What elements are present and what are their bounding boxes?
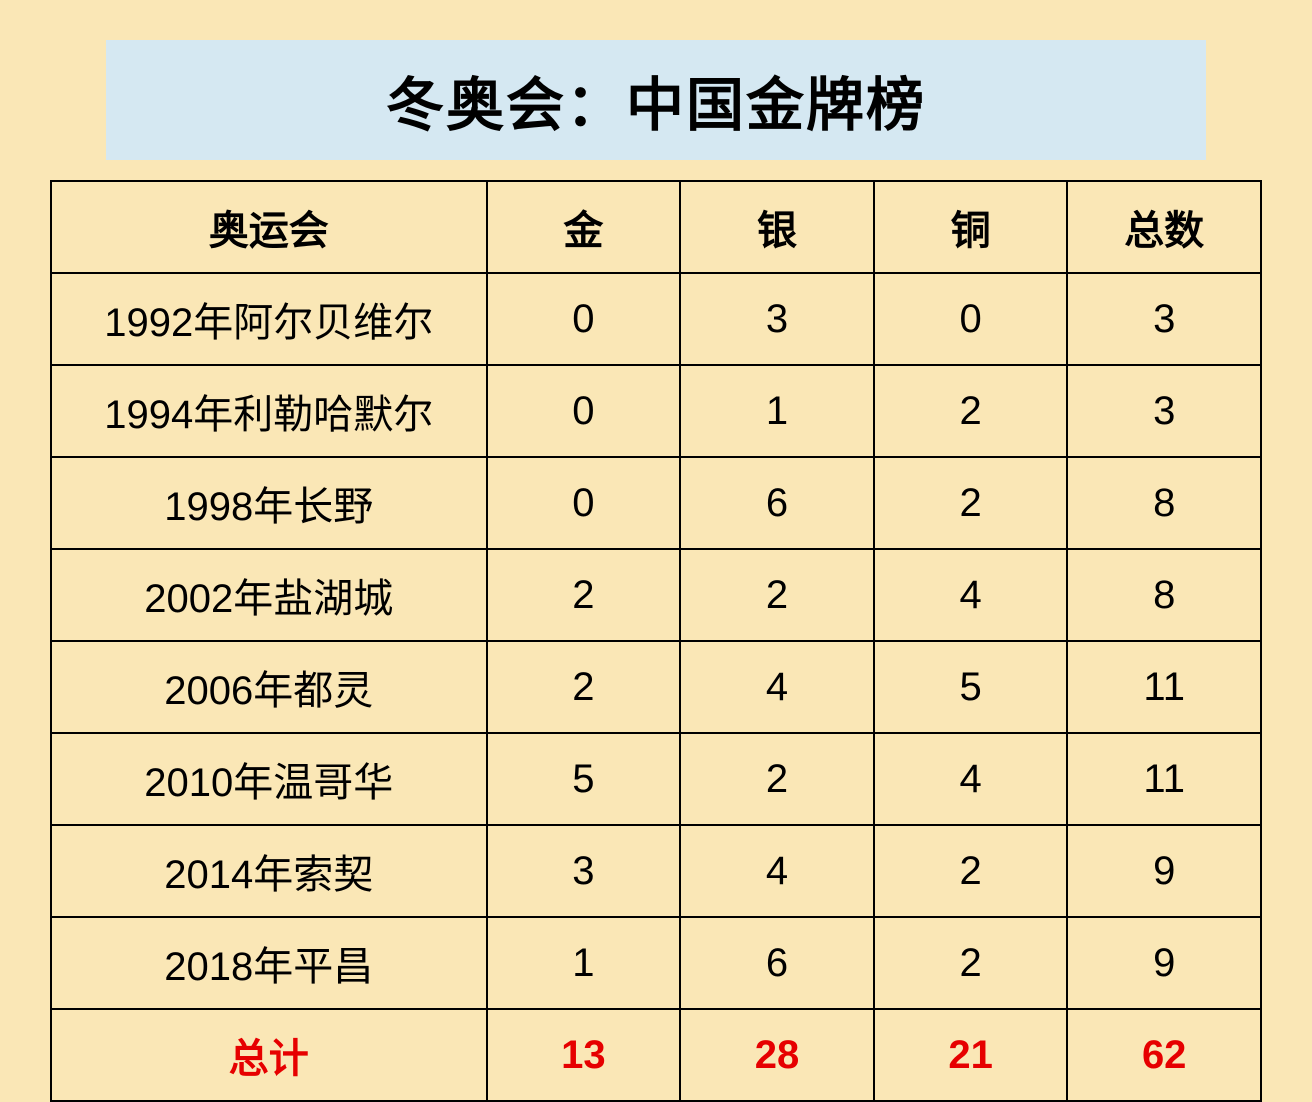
table-row: 1994年利勒哈默尔 0 1 2 3 [51,365,1261,457]
cell-bronze: 2 [874,365,1068,457]
table-row: 2018年平昌 1 6 2 9 [51,917,1261,1009]
cell-bronze: 4 [874,733,1068,825]
cell-gold: 2 [487,641,681,733]
total-gold: 13 [487,1009,681,1101]
cell-event: 2002年盐湖城 [51,549,487,641]
cell-bronze: 5 [874,641,1068,733]
header-silver: 银 [680,181,874,273]
table-row: 1992年阿尔贝维尔 0 3 0 3 [51,273,1261,365]
table-total-row: 总计 13 28 21 62 [51,1009,1261,1101]
medal-table: 奥运会 金 银 铜 总数 1992年阿尔贝维尔 0 3 0 3 1994年利勒哈… [50,180,1262,1102]
page-title: 冬奥会：中国金牌榜 [386,73,926,138]
cell-total: 11 [1067,733,1261,825]
cell-gold: 2 [487,549,681,641]
cell-gold: 1 [487,917,681,1009]
cell-silver: 4 [680,825,874,917]
table-row: 2010年温哥华 5 2 4 11 [51,733,1261,825]
cell-bronze: 2 [874,825,1068,917]
cell-gold: 0 [487,365,681,457]
table-body: 1992年阿尔贝维尔 0 3 0 3 1994年利勒哈默尔 0 1 2 3 19… [51,273,1261,1101]
cell-event: 1992年阿尔贝维尔 [51,273,487,365]
table-header-row: 奥运会 金 银 铜 总数 [51,181,1261,273]
cell-total: 8 [1067,457,1261,549]
total-silver: 28 [680,1009,874,1101]
cell-gold: 0 [487,273,681,365]
cell-silver: 6 [680,917,874,1009]
title-bar: 冬奥会：中国金牌榜 [106,40,1206,160]
cell-bronze: 2 [874,457,1068,549]
cell-event: 1994年利勒哈默尔 [51,365,487,457]
cell-event: 2014年索契 [51,825,487,917]
cell-gold: 3 [487,825,681,917]
table-row: 2006年都灵 2 4 5 11 [51,641,1261,733]
cell-bronze: 4 [874,549,1068,641]
cell-total: 9 [1067,917,1261,1009]
cell-bronze: 0 [874,273,1068,365]
cell-gold: 5 [487,733,681,825]
cell-total: 3 [1067,273,1261,365]
cell-silver: 3 [680,273,874,365]
cell-event: 1998年长野 [51,457,487,549]
cell-silver: 2 [680,549,874,641]
cell-event: 2018年平昌 [51,917,487,1009]
cell-silver: 6 [680,457,874,549]
cell-silver: 1 [680,365,874,457]
header-event: 奥运会 [51,181,487,273]
cell-total: 9 [1067,825,1261,917]
cell-event: 2006年都灵 [51,641,487,733]
table-row: 2002年盐湖城 2 2 4 8 [51,549,1261,641]
total-all: 62 [1067,1009,1261,1101]
total-label: 总计 [51,1009,487,1101]
cell-silver: 4 [680,641,874,733]
header-total: 总数 [1067,181,1261,273]
header-bronze: 铜 [874,181,1068,273]
total-bronze: 21 [874,1009,1068,1101]
table-row: 2014年索契 3 4 2 9 [51,825,1261,917]
cell-event: 2010年温哥华 [51,733,487,825]
cell-bronze: 2 [874,917,1068,1009]
cell-total: 3 [1067,365,1261,457]
cell-silver: 2 [680,733,874,825]
table-row: 1998年长野 0 6 2 8 [51,457,1261,549]
cell-total: 8 [1067,549,1261,641]
cell-total: 11 [1067,641,1261,733]
cell-gold: 0 [487,457,681,549]
header-gold: 金 [487,181,681,273]
